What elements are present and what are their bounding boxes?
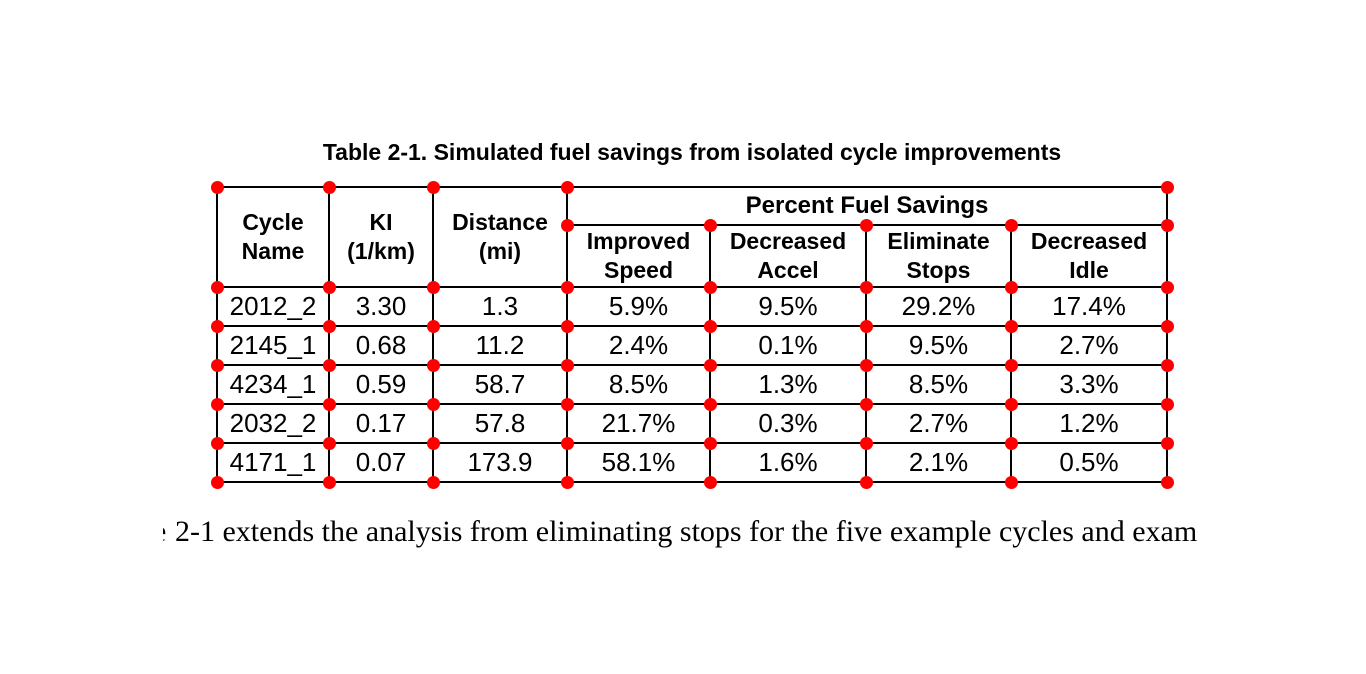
col-header-eliminate-stops: Eliminate Stops bbox=[865, 224, 1012, 288]
table-row: 4171_1 0.07 173.9 58.1% 1.6% 2.1% 0.5% bbox=[216, 442, 1169, 483]
table-cell: 8.5% bbox=[566, 364, 711, 405]
fuel-savings-table: Cycle Name KI (1/km) Distance (mi) Perce… bbox=[216, 186, 1169, 483]
body-text: 2-1 extends the analysis from eliminatin… bbox=[175, 515, 1198, 548]
table-cell: 0.59 bbox=[328, 364, 434, 405]
table-cell: 0.1% bbox=[709, 325, 867, 366]
table-cell: 2032_2 bbox=[216, 403, 330, 444]
table-cell: 5.9% bbox=[566, 286, 711, 327]
table-row: 2145_1 0.68 11.2 2.4% 0.1% 9.5% 2.7% bbox=[216, 325, 1169, 366]
col-header-cycle-name: Cycle Name bbox=[216, 186, 330, 288]
col-header-distance: Distance (mi) bbox=[432, 186, 568, 288]
table-cell: 21.7% bbox=[566, 403, 711, 444]
header-row-top: Cycle Name KI (1/km) Distance (mi) Perce… bbox=[216, 186, 1169, 288]
table-cell: 2.1% bbox=[865, 442, 1012, 483]
table-cell: 29.2% bbox=[865, 286, 1012, 327]
col-header-decreased-idle: Decreased Idle bbox=[1009, 224, 1169, 288]
table-cell: 4171_1 bbox=[216, 442, 330, 483]
table-row: 2012_2 3.30 1.3 5.9% 9.5% 29.2% 17.4% bbox=[216, 286, 1169, 327]
table-cell: 0.3% bbox=[709, 403, 867, 444]
table-cell: 3.30 bbox=[328, 286, 434, 327]
table-cell: 2012_2 bbox=[216, 286, 330, 327]
table-caption: Table 2-1. Simulated fuel savings from i… bbox=[322, 139, 1062, 165]
table-cell: 0.17 bbox=[328, 403, 434, 444]
table-cell: 1.2% bbox=[1009, 403, 1169, 444]
table-cell: 2.7% bbox=[865, 403, 1012, 444]
table-cell: 173.9 bbox=[432, 442, 568, 483]
table-cell: 1.3% bbox=[709, 364, 867, 405]
col-header-improved-speed: Improved Speed bbox=[566, 224, 711, 288]
clipped-letter-fragment: e bbox=[163, 515, 168, 549]
table-cell: 11.2 bbox=[432, 325, 568, 366]
table-cell: 1.6% bbox=[709, 442, 867, 483]
table-cell: 58.1% bbox=[566, 442, 711, 483]
table-cell: 0.5% bbox=[1009, 442, 1169, 483]
table-cell: 9.5% bbox=[709, 286, 867, 327]
table-cell: 4234_1 bbox=[216, 364, 330, 405]
header-row-sub: Improved Speed Decreased Accel Eliminate… bbox=[217, 224, 1169, 288]
table-cell: 9.5% bbox=[865, 325, 1012, 366]
table-cell: 2.7% bbox=[1009, 325, 1169, 366]
table-cell: 8.5% bbox=[865, 364, 1012, 405]
table-cell: 0.07 bbox=[328, 442, 434, 483]
table-cell: 0.68 bbox=[328, 325, 434, 366]
col-header-ki: KI (1/km) bbox=[328, 186, 434, 288]
col-header-percent-fuel-savings: Percent Fuel Savings bbox=[565, 186, 1169, 226]
table-row: 4234_1 0.59 58.7 8.5% 1.3% 8.5% 3.3% bbox=[216, 364, 1169, 405]
table-cell: 3.3% bbox=[1009, 364, 1169, 405]
table-cell: 57.8 bbox=[432, 403, 568, 444]
table-cell: 1.3 bbox=[432, 286, 568, 327]
body-text-line: e 2-1 extends the analysis from eliminat… bbox=[0, 515, 1366, 557]
table-cell: 2.4% bbox=[566, 325, 711, 366]
table-row: 2032_2 0.17 57.8 21.7% 0.3% 2.7% 1.2% bbox=[216, 403, 1169, 444]
col-header-decreased-accel: Decreased Accel bbox=[709, 224, 867, 288]
table-cell: 58.7 bbox=[432, 364, 568, 405]
table-cell: 2145_1 bbox=[216, 325, 330, 366]
table-cell: 17.4% bbox=[1009, 286, 1169, 327]
